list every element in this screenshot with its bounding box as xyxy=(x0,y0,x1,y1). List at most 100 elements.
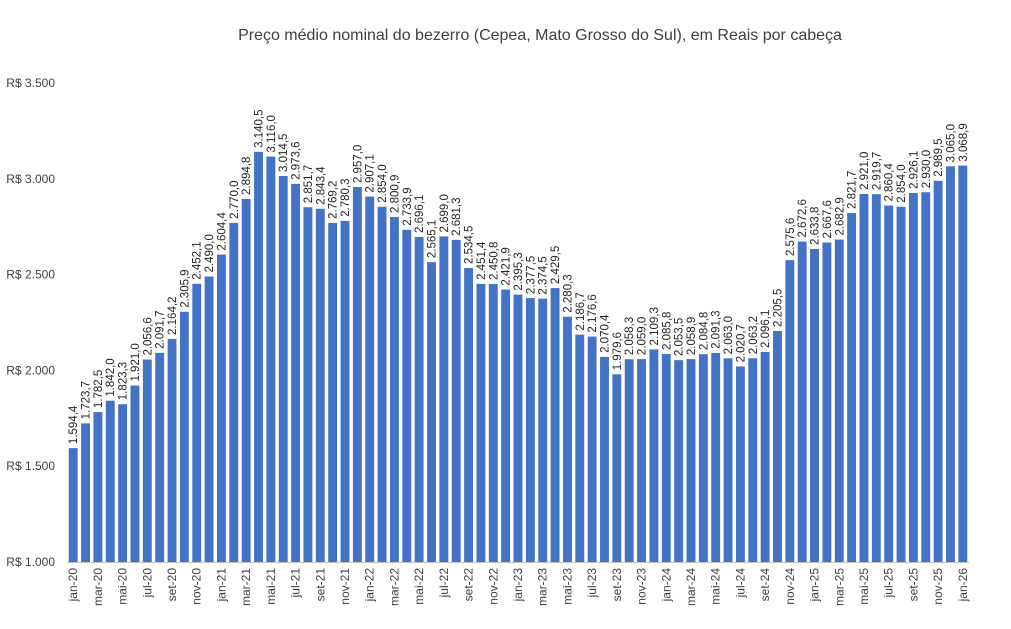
bar xyxy=(748,358,758,562)
data-label: 2.374,5 xyxy=(538,256,550,294)
bar xyxy=(142,359,152,562)
x-tick-label: nov-21 xyxy=(338,568,352,605)
x-tick-label: mar-25 xyxy=(832,568,846,606)
x-tick-label: mar-24 xyxy=(684,568,698,606)
data-label: 3.014,5 xyxy=(278,134,290,172)
bar xyxy=(513,294,523,562)
bars xyxy=(68,151,968,563)
data-label: 1.921,0 xyxy=(130,343,142,381)
bar xyxy=(538,298,548,562)
bar xyxy=(600,356,609,562)
x-tick-label: jan-25 xyxy=(808,568,822,603)
data-label: 2.682,9 xyxy=(834,197,846,235)
data-label: 2.053,5 xyxy=(674,318,686,356)
y-tick-label: R$ 3.500 xyxy=(6,76,55,90)
bar xyxy=(204,276,214,562)
data-label: 1.842,0 xyxy=(105,358,117,396)
data-label: 2.843,4 xyxy=(315,166,327,205)
data-label: 2.854,0 xyxy=(377,164,389,202)
bar xyxy=(81,423,90,562)
bar xyxy=(958,165,968,562)
y-tick-label: R$ 1.500 xyxy=(6,459,55,473)
x-tick-label: nov-20 xyxy=(190,568,204,605)
data-label: 2.860,4 xyxy=(884,163,896,202)
bar xyxy=(723,358,733,562)
data-label: 2.305,9 xyxy=(179,269,191,307)
x-tick-label: set-21 xyxy=(313,568,327,602)
bar xyxy=(241,198,251,563)
x-tick-label: set-25 xyxy=(906,568,920,602)
bar xyxy=(921,192,931,562)
bar xyxy=(217,254,226,562)
data-label: 2.056,6 xyxy=(142,317,154,355)
data-label: 2.800,9 xyxy=(389,175,401,213)
data-label: 2.633,8 xyxy=(810,207,822,245)
data-label: 1.594,4 xyxy=(68,405,80,444)
bar xyxy=(908,192,918,563)
data-label: 2.421,9 xyxy=(501,247,513,285)
data-label: 2.989,5 xyxy=(933,138,945,176)
bar xyxy=(649,349,659,562)
x-tick-label: set-22 xyxy=(462,568,476,602)
bar xyxy=(179,311,189,562)
bar xyxy=(810,248,819,562)
bar xyxy=(933,180,943,562)
bar xyxy=(266,156,276,562)
data-label: 3.065,0 xyxy=(945,124,957,162)
data-label: 2.894,8 xyxy=(241,157,253,195)
bar xyxy=(488,284,498,562)
data-label: 1.782,5 xyxy=(93,370,105,408)
data-label: 2.604,4 xyxy=(216,212,228,251)
data-label: 2.109,3 xyxy=(649,307,661,345)
bar xyxy=(674,360,684,562)
data-label: 2.164,2 xyxy=(167,297,179,335)
data-labels: 1.594,41.723,7 1.782,5 1.842,0 1.823,3 1.921… xyxy=(68,110,970,445)
data-label: 2.672,6 xyxy=(797,199,809,237)
data-label: 2.451,4 xyxy=(476,241,488,280)
data-label: 2.930,0 xyxy=(921,150,933,188)
x-tick-label: nov-25 xyxy=(931,568,945,605)
x-tick-label: mar-20 xyxy=(91,568,105,606)
data-label: 2.733,9 xyxy=(402,187,414,225)
bar xyxy=(661,353,671,562)
data-label: 2.699,0 xyxy=(439,194,451,232)
data-label: 2.395,3 xyxy=(513,252,525,290)
data-label: 2.575,6 xyxy=(785,218,797,256)
bar xyxy=(402,229,412,562)
x-tick-label: set-24 xyxy=(758,568,772,602)
data-label: 3.068,9 xyxy=(958,123,970,161)
data-label: 2.020,7 xyxy=(735,324,747,362)
x-tick-label: nov-22 xyxy=(486,568,500,605)
data-label: 2.091,3 xyxy=(711,311,723,349)
data-label: 2.186,7 xyxy=(575,292,587,330)
bar xyxy=(562,316,572,562)
bar xyxy=(587,336,597,562)
x-axis: jan-20 mar-20 mai-20 jul-20 set-20 nov-20 jan-… xyxy=(66,568,970,606)
bar xyxy=(427,262,436,562)
x-tick-label: jul-21 xyxy=(289,568,303,599)
x-tick-label: jul-22 xyxy=(437,568,451,599)
data-label: 2.084,8 xyxy=(698,312,710,350)
x-tick-label: jan-26 xyxy=(956,568,970,603)
x-tick-label: jul-23 xyxy=(585,568,599,599)
bar xyxy=(847,212,857,562)
x-tick-label: jan-22 xyxy=(363,568,377,603)
bar xyxy=(130,385,140,562)
x-tick-label: jan-21 xyxy=(214,568,228,603)
bar xyxy=(278,176,288,563)
bar xyxy=(192,283,202,562)
bar xyxy=(291,183,301,562)
bar xyxy=(118,404,128,562)
x-tick-label: jan-24 xyxy=(659,568,673,603)
bar xyxy=(414,237,424,563)
bar xyxy=(637,359,647,562)
data-label: 2.176,6 xyxy=(587,294,599,332)
x-tick-label: mai-20 xyxy=(116,568,130,605)
data-label: 2.921,0 xyxy=(859,152,871,190)
bar xyxy=(155,352,165,562)
bar xyxy=(167,338,177,562)
x-tick-label: mar-23 xyxy=(536,568,550,606)
y-tick-label: R$ 1.000 xyxy=(6,555,55,569)
x-tick-label: set-23 xyxy=(610,568,624,602)
data-label: 3.140,5 xyxy=(254,110,266,148)
